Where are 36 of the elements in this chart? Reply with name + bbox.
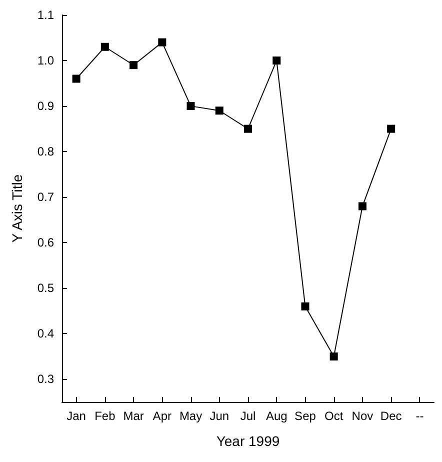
x-tick-label: Mar	[123, 409, 144, 423]
y-tick-label: 0.8	[37, 144, 54, 159]
y-axis-title: Y Axis Title	[9, 174, 25, 243]
x-tick-label: Jul	[240, 409, 256, 423]
point	[186, 102, 195, 110]
point	[215, 106, 224, 115]
point	[272, 56, 281, 65]
x-tick-label: Oct	[324, 409, 344, 423]
point	[72, 74, 80, 83]
point	[387, 124, 396, 133]
x-tick-label: May	[179, 409, 202, 423]
x-tick-label: Jun	[210, 409, 230, 423]
x-tick-label: Apr	[152, 409, 172, 423]
x-tick-label: Aug	[266, 409, 288, 423]
point	[100, 42, 109, 51]
x-tick-label: Sep	[294, 409, 316, 423]
y-tick-label: 1.0	[37, 54, 54, 68]
point	[244, 124, 252, 133]
y-tick-label: 0.5	[37, 281, 54, 296]
x-tick-label: Jan	[66, 409, 86, 423]
y-tick-label: 0.4	[37, 326, 54, 341]
x-tick-label: Dec	[380, 409, 402, 423]
y-tick-label: 0.6	[37, 236, 54, 250]
y-tick-label: 1.1	[37, 8, 54, 22]
point	[358, 202, 366, 210]
y-tick-label: 0.7	[37, 190, 54, 204]
y-tick-label: 0.3	[37, 372, 54, 386]
x-tick-label: Nov	[352, 409, 374, 423]
point	[330, 352, 338, 360]
x-axis-title: Year 1999	[216, 433, 280, 449]
point	[158, 38, 166, 46]
y-tick-label: 0.9	[37, 99, 54, 114]
point	[301, 302, 310, 310]
x-tick-label: --	[416, 409, 424, 423]
x-tick-label: Feb	[94, 409, 116, 423]
point	[130, 61, 138, 70]
